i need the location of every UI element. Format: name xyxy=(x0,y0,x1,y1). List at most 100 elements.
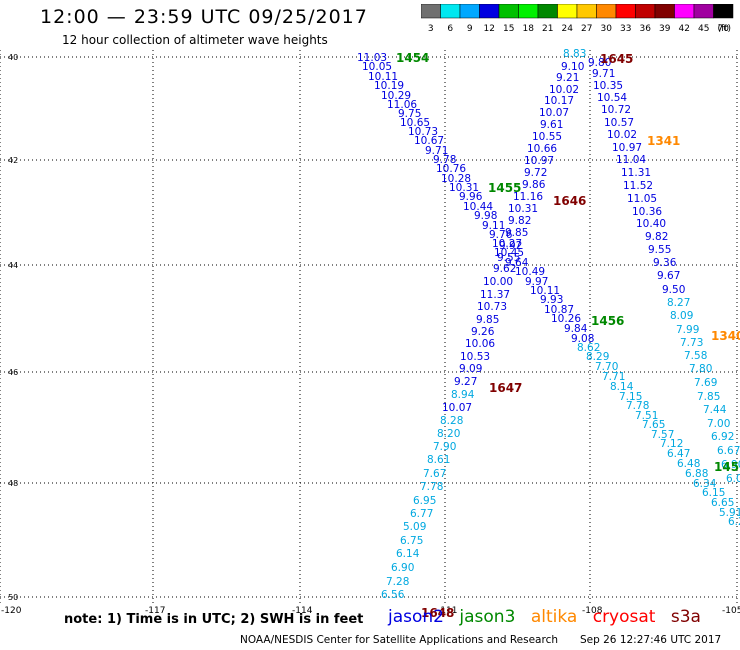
wave-height-value: 9.85 xyxy=(505,227,528,239)
wave-height-value: 10.72 xyxy=(601,104,631,116)
note-text: note: 1) Time is in UTC; 2) SWH is in fe… xyxy=(64,612,364,627)
lon-label: -114 xyxy=(292,606,313,616)
latitude-labels: 40 42 44 46 48 50 xyxy=(8,53,18,602)
wave-height-value: 9.97 xyxy=(525,276,548,288)
wave-height-value: 6.21 xyxy=(728,516,740,528)
wave-height-value: 7.70 xyxy=(595,361,618,373)
colorbar-tick: 70 xyxy=(718,24,730,34)
wave-height-value: 7.51 xyxy=(635,410,658,422)
wave-height-value: 8.28 xyxy=(440,415,463,427)
wave-height-value: 9.86 xyxy=(522,179,546,191)
colorbar-tick: 33 xyxy=(620,24,631,34)
wave-height-value: 9.78 xyxy=(433,154,456,166)
wave-height-value: 5.91 xyxy=(719,507,740,519)
wave-height-value: 7.73 xyxy=(680,337,703,349)
wave-height-value: 7.28 xyxy=(386,576,409,588)
wave-height-value: 10.05 xyxy=(362,61,392,73)
wave-height-value: 9.61 xyxy=(540,119,563,131)
wave-height-value: 6.34 xyxy=(693,478,717,490)
pass-time-label: 1455 xyxy=(488,181,521,195)
wave-height-value: 8.94 xyxy=(451,389,475,401)
legend-cryosat: cryosat xyxy=(592,607,656,627)
colorbar-tick: 24 xyxy=(562,24,574,34)
wave-height-value: 10.57 xyxy=(604,117,634,129)
wave-height-value: 10.11 xyxy=(368,71,398,83)
wave-height-value: 11.16 xyxy=(513,191,543,203)
pass-time-label: 1340 xyxy=(711,329,740,343)
wave-height-value: 11.03 xyxy=(357,52,387,64)
colorbar-swatch xyxy=(713,4,734,19)
wave-height-value: 9.98 xyxy=(474,210,497,222)
wave-height-value: 7.65 xyxy=(642,419,665,431)
wave-height-value: 7.15 xyxy=(619,391,642,403)
lat-label: 44 xyxy=(8,261,18,270)
wave-height-value: 8.14 xyxy=(610,381,634,393)
map-grid xyxy=(0,50,740,605)
wave-height-value: 6.14 xyxy=(396,548,420,560)
wave-height-value: 6.15 xyxy=(702,487,725,499)
wave-height-value: 9.82 xyxy=(645,231,668,243)
wave-height-value: 9.92 xyxy=(499,240,522,252)
page-subtitle: 12 hour collection of altimeter wave hei… xyxy=(62,33,328,47)
wave-height-value: 7.12 xyxy=(660,438,683,450)
legend-s3a: s3a xyxy=(670,607,701,627)
wave-height-value: 10.76 xyxy=(436,163,466,175)
wave-height-value: 6.56 xyxy=(381,589,405,601)
wave-height-value: 9.08 xyxy=(571,333,594,345)
colorbar-tick: 18 xyxy=(523,24,535,34)
wave-height-value: 10.26 xyxy=(551,313,581,325)
wave-height-value: 10.36 xyxy=(632,206,662,218)
wave-height-value: 8.27 xyxy=(667,297,690,309)
colorbar-tick: 21 xyxy=(542,24,553,34)
wave-height-value: 10.55 xyxy=(532,131,562,143)
wave-height-value: 7.71 xyxy=(602,371,625,383)
wave-height-value: 10.65 xyxy=(400,117,430,129)
wave-height-value: 10.44 xyxy=(463,201,493,213)
wave-height-value: 10.66 xyxy=(527,143,557,155)
credit-text: NOAA/NESDIS Center for Satellite Applica… xyxy=(240,634,558,646)
wave-height-value: 9.62 xyxy=(493,263,516,275)
wave-height-value: 7.78 xyxy=(626,400,649,412)
wave-height-value: 9.84 xyxy=(564,323,588,335)
wave-height-value: 8.20 xyxy=(437,428,460,440)
wave-height-value: 9.67 xyxy=(657,270,680,282)
wave-height-value: 9.26 xyxy=(471,326,495,338)
pass-time-label: 1456 xyxy=(591,314,624,328)
wave-height-value: 6.92 xyxy=(711,431,734,443)
wave-height-value: 6.47 xyxy=(667,448,690,460)
wave-height-value: 6.90 xyxy=(391,562,414,574)
wave-height-value: 10.07 xyxy=(442,402,472,414)
lon-label: -117 xyxy=(145,606,165,616)
wave-height-value: 7.67 xyxy=(423,468,446,480)
pass-time-labels: 1454 1645 1341 1455 1646 1456 1340 1647 145 1648 xyxy=(396,51,740,620)
wave-height-value: 6.03 xyxy=(726,473,740,485)
wave-height-value: 7.85 xyxy=(697,391,720,403)
wave-height-value: 10.06 xyxy=(465,338,495,350)
wave-height-value: 9.11 xyxy=(482,220,505,232)
colorbar-tick: 42 xyxy=(679,24,690,34)
wave-height-value: 9.82 xyxy=(508,215,531,227)
colorbar-tick: 6 xyxy=(447,24,453,34)
wave-height-value: 7.57 xyxy=(651,429,674,441)
wave-height-value: 7.99 xyxy=(676,324,699,336)
wave-height-readings: 11.0310.0510.1110.1910.2911.069.7510.651… xyxy=(357,48,740,601)
wave-height-value: 9.75 xyxy=(398,108,421,120)
wave-height-value: 9.93 xyxy=(540,294,563,306)
wave-height-value: 6.90 xyxy=(721,459,740,471)
wave-height-value: 9.64 xyxy=(505,257,529,269)
wave-height-value: 9.80 xyxy=(588,57,611,69)
satellite-legend: jason2 jason3 altika cryosat s3a xyxy=(388,607,711,627)
lat-label: 46 xyxy=(8,368,18,377)
colorbar-unit: (ft) xyxy=(717,24,731,34)
lat-label: 42 xyxy=(8,156,18,165)
pass-time-label: 145 xyxy=(714,460,739,474)
wave-height-value: 7.69 xyxy=(694,377,717,389)
colorbar-tick: 9 xyxy=(467,24,473,34)
wave-height-value: 11.37 xyxy=(480,289,510,301)
wave-height-value: 10.73 xyxy=(477,301,507,313)
wave-height-value: 9.50 xyxy=(662,284,685,296)
wave-height-value: 10.45 xyxy=(494,247,524,259)
lat-label: 48 xyxy=(8,479,18,488)
wave-height-value: 10.67 xyxy=(414,135,444,147)
